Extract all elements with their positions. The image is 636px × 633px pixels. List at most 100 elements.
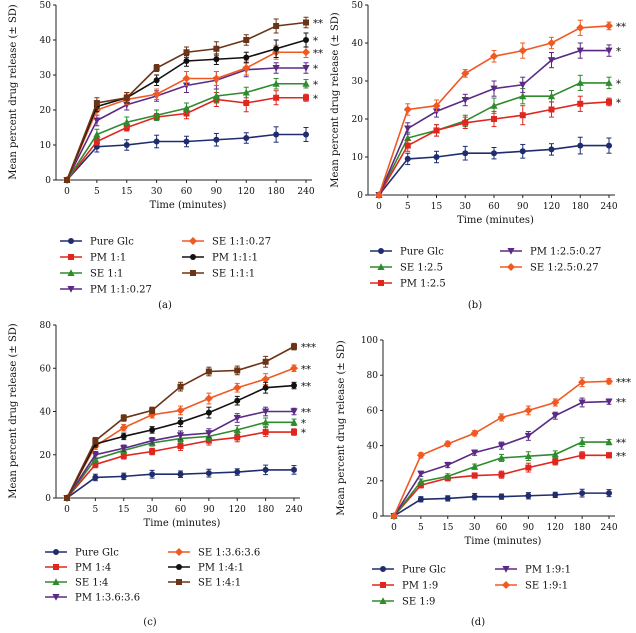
data-point: [93, 138, 100, 145]
data-point: [64, 495, 70, 501]
data-point: [205, 409, 212, 416]
data-point: [302, 65, 310, 72]
data-point: [205, 430, 213, 437]
legend-label: Pure Glc: [400, 247, 444, 258]
data-point: [234, 434, 241, 441]
significance-label: **: [313, 48, 323, 59]
significance-label: *: [313, 80, 318, 91]
x-tick-label: 60: [175, 505, 187, 515]
series-se-1-2-5: *: [375, 74, 621, 198]
data-point: [547, 39, 556, 47]
data-point: [204, 394, 213, 403]
x-tick-label: 120: [543, 202, 560, 212]
panel-label: (b): [468, 300, 482, 311]
data-point: [375, 191, 383, 199]
data-point: [262, 466, 269, 473]
series-line: [393, 454, 609, 517]
data-point: [213, 136, 220, 143]
data-point: [119, 423, 128, 432]
data-point: [273, 131, 280, 138]
data-point: [262, 418, 270, 426]
series-pm-1-4-1: **: [64, 382, 311, 501]
data-point: [182, 74, 191, 83]
y-tick-label: 100: [361, 336, 378, 346]
data-point: [605, 398, 613, 406]
data-point: [243, 100, 250, 106]
series-pm-1-1-1: *: [64, 32, 318, 183]
data-point: [390, 512, 398, 520]
legend-label: SE 1:2.5: [400, 263, 443, 274]
data-point: [152, 90, 161, 99]
x-tick-label: 180: [574, 523, 591, 533]
legend-marker: [377, 263, 385, 270]
data-point: [605, 47, 613, 55]
legend-label: Pure Glc: [402, 565, 446, 576]
data-point: [183, 58, 190, 64]
legend-marker: [175, 548, 183, 556]
x-tick-label: 240: [297, 187, 314, 197]
legend-marker: [378, 280, 384, 286]
data-point: [417, 482, 424, 489]
x-tick-label: 240: [600, 202, 617, 212]
data-point: [444, 472, 452, 480]
data-point: [176, 406, 185, 415]
y-tick-label: 0: [372, 512, 378, 522]
x-tick-label: 90: [211, 187, 223, 197]
data-point: [243, 37, 250, 43]
data-point: [551, 450, 559, 458]
data-point: [471, 462, 479, 470]
data-point: [213, 56, 220, 63]
significance-label: *: [313, 36, 318, 47]
data-point: [93, 130, 101, 138]
data-point: [605, 79, 613, 86]
series-pm-1-2-5-0-27: *: [375, 42, 621, 199]
data-point: [291, 429, 297, 436]
data-point: [302, 79, 310, 87]
y-tick-label: 20: [367, 477, 379, 487]
data-point: [183, 49, 190, 56]
data-point: [262, 408, 270, 416]
data-point: [524, 432, 532, 440]
data-point: [551, 412, 559, 420]
x-tick-label: 5: [418, 523, 424, 533]
data-point: [606, 142, 612, 149]
series-se-1-4: *: [63, 417, 306, 501]
legend-marker: [502, 566, 510, 573]
data-point: [548, 146, 555, 153]
x-tick-label: 15: [118, 505, 130, 515]
legend-label: PM 1:1:0.27: [90, 285, 152, 296]
legend-marker: [190, 270, 196, 276]
significance-label: *: [313, 64, 318, 75]
x-tick-label: 240: [285, 505, 302, 515]
data-point: [234, 397, 241, 404]
chart-panel-a: 0 10 20 30 40 50 0 5 15 30 60 90 120 180 240 Time (minu…: [8, 1, 323, 311]
data-point: [177, 443, 184, 450]
x-tick-label: 0: [64, 187, 70, 197]
legend-marker: [176, 564, 182, 570]
legend-label: PM 1:4:1: [198, 563, 244, 574]
data-point: [242, 88, 250, 96]
data-point: [243, 54, 250, 61]
data-point: [576, 79, 584, 86]
data-point: [290, 418, 298, 426]
data-point: [577, 100, 584, 107]
panel-label: (c): [143, 617, 157, 628]
legend-label: SE 1:3.6:3.6: [198, 548, 260, 559]
data-point: [404, 142, 411, 149]
series-line: [66, 21, 307, 181]
series-pure-glc: [64, 464, 297, 501]
data-point: [303, 131, 309, 138]
data-point: [552, 458, 559, 465]
series-pm-1-9: **: [391, 451, 626, 519]
significance-label: *: [313, 94, 318, 105]
significance-label: *: [616, 79, 621, 90]
data-point: [432, 101, 441, 110]
data-point: [471, 472, 478, 479]
data-point: [605, 21, 613, 30]
x-tick-label: 120: [238, 187, 255, 197]
data-point: [606, 452, 612, 459]
data-point: [416, 451, 425, 460]
data-point: [233, 383, 242, 392]
legend-marker: [53, 564, 59, 570]
